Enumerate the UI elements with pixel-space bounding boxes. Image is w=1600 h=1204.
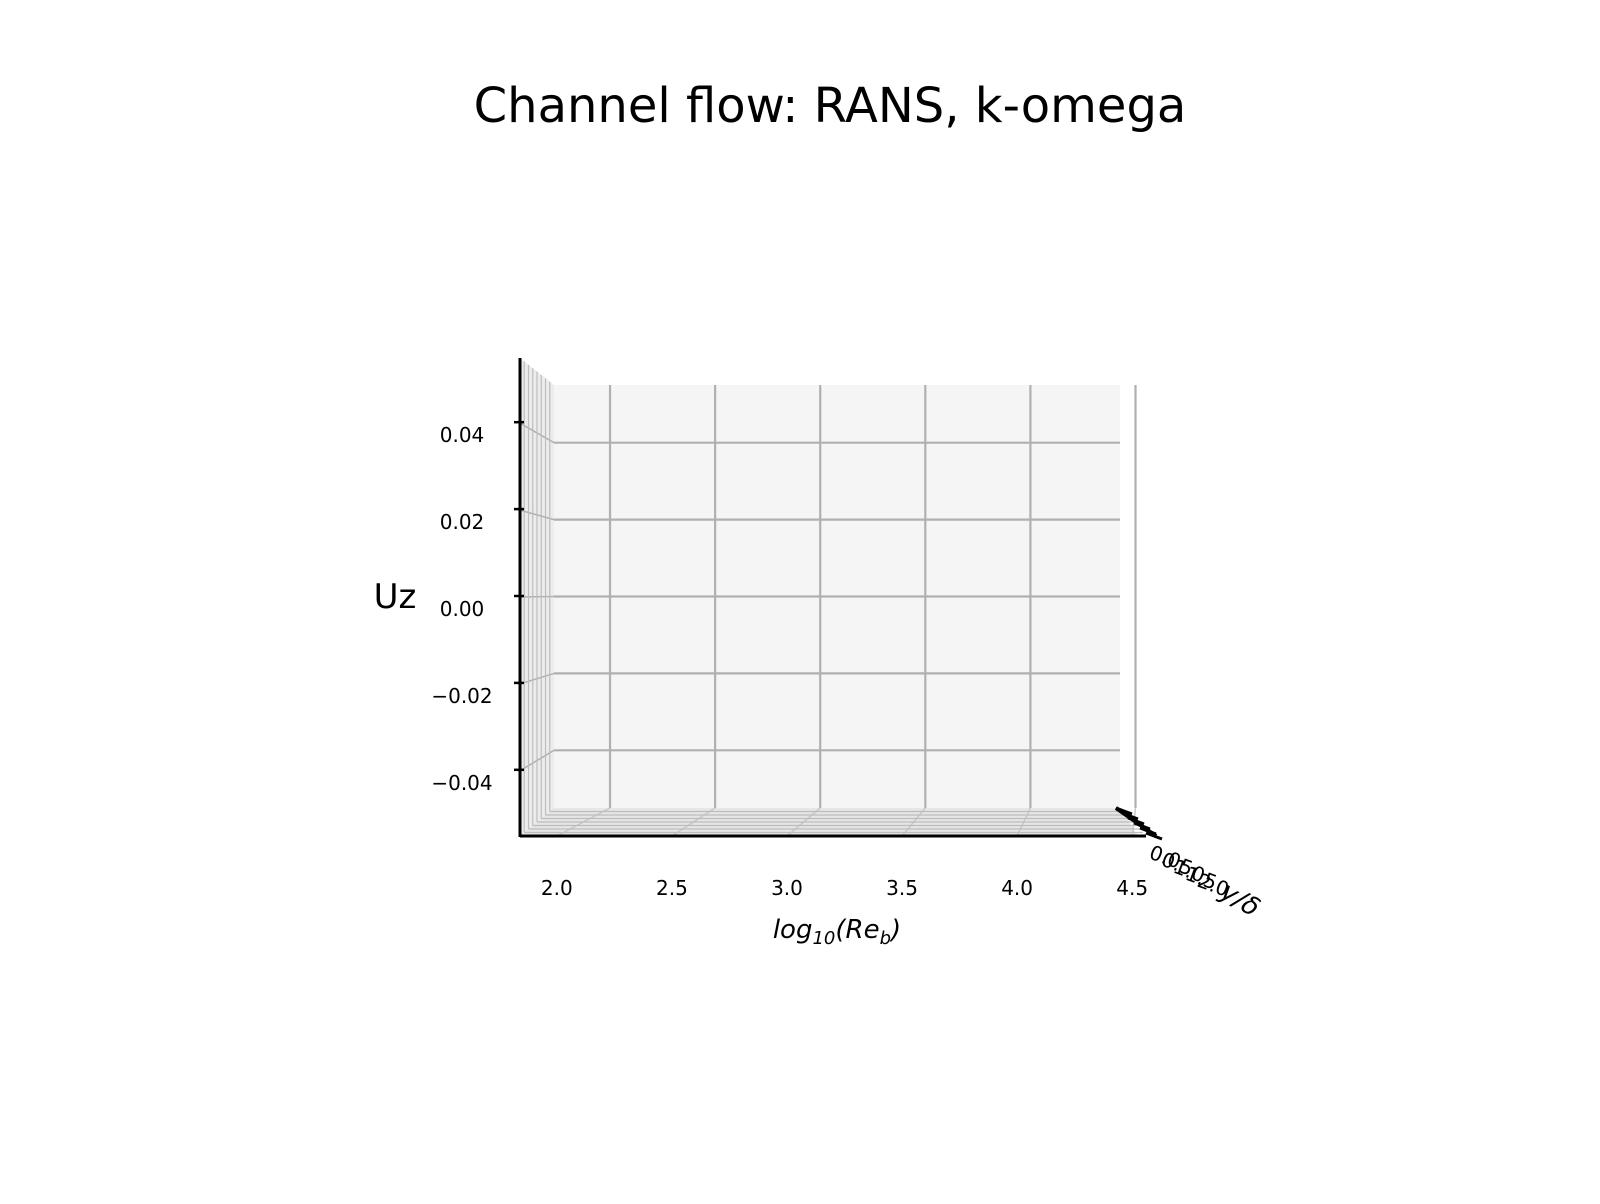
z-axis-label: Uz	[374, 577, 417, 617]
x-axis-ticks: 2.0 2.5 3.0 3.5 4.0 4.5	[541, 876, 1148, 900]
y-axis-tick-mark	[1139, 826, 1157, 836]
z-tick-label: −0.04	[431, 771, 492, 795]
x-axis-label-sub2: b	[880, 928, 891, 949]
x-tick-label: 4.5	[1116, 876, 1148, 900]
y-axis-tick-mark	[1121, 811, 1139, 821]
chart-title: Channel flow: RANS, k-omega	[474, 78, 1187, 134]
x-tick-label: 3.0	[771, 876, 803, 900]
chart-axis-lines	[518, 358, 1163, 841]
y-axis-tick-mark	[1133, 821, 1151, 831]
z-tick-label: 0.02	[440, 510, 485, 534]
x-axis-label-end: )	[889, 915, 901, 945]
z-axis-ticks: 0.04 0.02 0.00 −0.02 −0.04	[431, 420, 524, 795]
y-axis-tick-mark	[1127, 816, 1145, 826]
x-tick-label: 3.5	[886, 876, 918, 900]
x-tick-label: 2.5	[656, 876, 688, 900]
x-axis-label: log10(Reb)	[773, 915, 901, 949]
x-tick-label: 4.0	[1001, 876, 1033, 900]
x-tick-label: 2.0	[541, 876, 573, 900]
z-tick-label: 0.04	[440, 423, 485, 447]
x-axis-label-base: log	[773, 915, 813, 945]
y-axis-tick-mark	[1115, 806, 1133, 816]
y-axis-ticks: 0.00.51.01.52.0	[1146, 840, 1232, 901]
y-axis-tick-mark	[1145, 831, 1163, 841]
z-tick-label: 0.00	[440, 597, 485, 621]
x-axis-label-mid: (Re	[835, 915, 879, 945]
z-tick-label: −0.02	[431, 684, 492, 708]
chart-grid	[519, 361, 1143, 837]
x-axis-label-sub1: 10	[812, 928, 835, 949]
